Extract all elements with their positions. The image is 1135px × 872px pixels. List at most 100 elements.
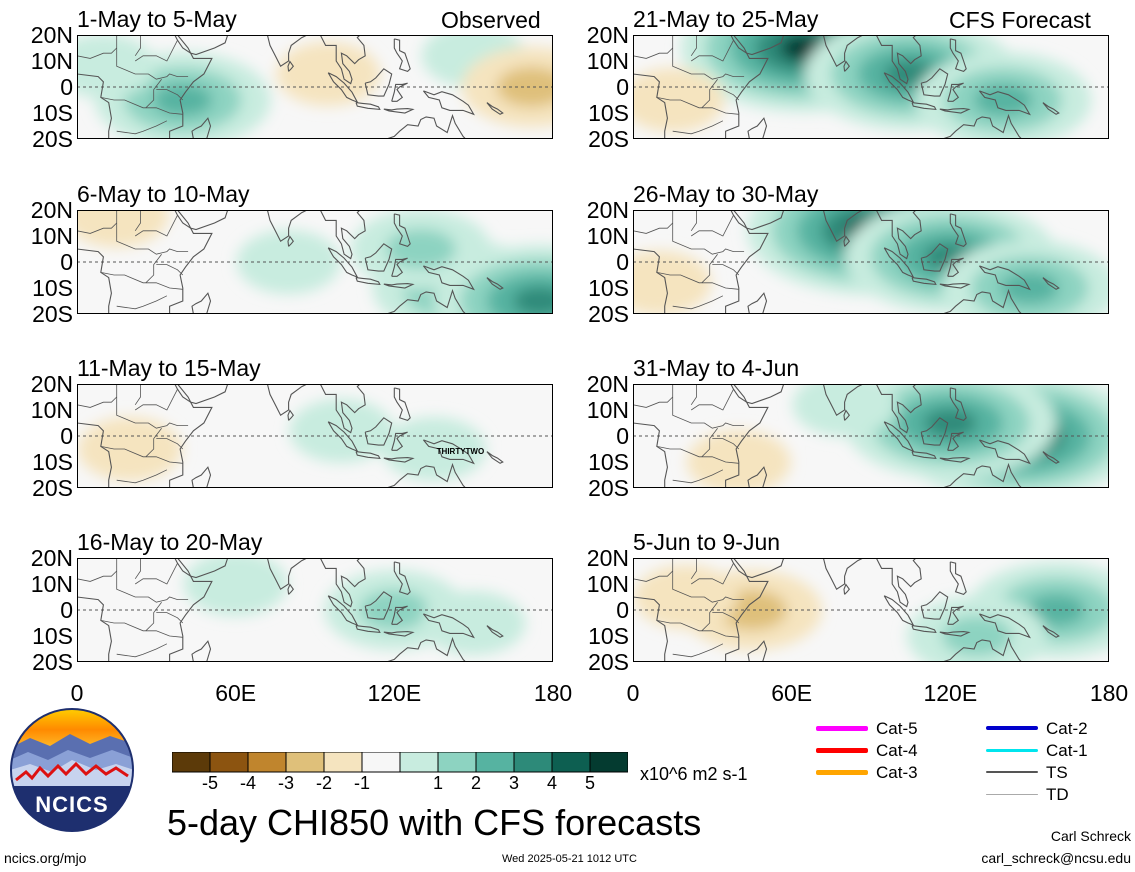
author-email[interactable]: carl_schreck@ncsu.edu bbox=[981, 850, 1131, 866]
coastline bbox=[633, 558, 769, 662]
coastline bbox=[251, 210, 308, 242]
panel-title: 11-May to 15-May bbox=[77, 355, 261, 381]
country-border bbox=[656, 97, 739, 115]
island-outline bbox=[883, 595, 915, 627]
island-outline bbox=[911, 102, 937, 111]
island-outline bbox=[978, 613, 1031, 639]
country-border bbox=[77, 47, 117, 59]
island-outline bbox=[391, 82, 408, 102]
coastline bbox=[733, 35, 785, 56]
island-outline bbox=[1042, 277, 1060, 290]
island-outline bbox=[355, 277, 381, 286]
panel-frame bbox=[77, 210, 553, 314]
legend-label: Cat-5 bbox=[876, 719, 918, 738]
anomaly-contour bbox=[941, 616, 1012, 656]
island-outline bbox=[355, 451, 381, 460]
lon-tick-label: 180 bbox=[1089, 680, 1129, 706]
country-border bbox=[77, 396, 117, 408]
island-outline bbox=[939, 631, 971, 637]
island-outline bbox=[383, 631, 415, 637]
colorbar-swatch bbox=[172, 752, 211, 773]
island-outline bbox=[486, 451, 504, 464]
island-outline bbox=[911, 451, 937, 460]
coastline bbox=[375, 288, 467, 314]
island-outline bbox=[1042, 625, 1060, 638]
country-border bbox=[701, 427, 718, 458]
colorbar-tick-label: 2 bbox=[470, 773, 481, 793]
country-border bbox=[100, 446, 183, 464]
colorbar-tick-label: 3 bbox=[508, 773, 519, 793]
coastline bbox=[633, 210, 769, 314]
author: Carl Schreck bbox=[1050, 828, 1131, 844]
island-outline bbox=[947, 431, 964, 451]
map-panel: THIRTYTWO bbox=[77, 384, 553, 488]
island-outline bbox=[978, 90, 1031, 116]
colorbar-tick-label: 1 bbox=[432, 773, 443, 793]
ncics-logo: NCICS bbox=[10, 708, 134, 832]
island-outline bbox=[191, 292, 212, 314]
island-outline bbox=[391, 605, 408, 625]
country-border bbox=[701, 601, 718, 632]
island-outline bbox=[287, 409, 294, 421]
lat-tick-label: 20N bbox=[30, 197, 73, 223]
coastline bbox=[733, 384, 785, 405]
coastline bbox=[319, 384, 366, 434]
panel-title: 6-May to 10-May bbox=[77, 181, 250, 207]
panel-frame bbox=[633, 384, 1109, 488]
country-border bbox=[100, 97, 183, 115]
coastline bbox=[931, 113, 1023, 139]
country-border bbox=[116, 469, 168, 484]
island-outline bbox=[920, 417, 949, 446]
lat-tick-label: 10N bbox=[586, 223, 629, 249]
country-border bbox=[77, 570, 117, 582]
panel-frame bbox=[77, 384, 553, 488]
anomaly-contour bbox=[289, 398, 394, 463]
coastline bbox=[733, 558, 785, 579]
coastline bbox=[319, 210, 366, 260]
island-outline bbox=[883, 72, 915, 104]
coastline bbox=[319, 35, 366, 85]
coastline bbox=[875, 558, 922, 608]
lat-tick-label: 20N bbox=[30, 371, 73, 397]
colorbar-swatch bbox=[551, 752, 591, 773]
map-panel bbox=[633, 384, 1109, 488]
coastline bbox=[931, 462, 1023, 488]
island-outline bbox=[883, 247, 915, 279]
country-border bbox=[712, 612, 740, 624]
island-outline bbox=[191, 466, 212, 488]
site-url[interactable]: ncics.org/mjo bbox=[4, 850, 87, 866]
colorbar-swatch bbox=[513, 752, 553, 773]
island-outline bbox=[327, 421, 359, 453]
country-border bbox=[116, 384, 189, 429]
coastline bbox=[807, 210, 864, 242]
island-outline bbox=[355, 102, 381, 111]
country-border bbox=[116, 120, 168, 135]
main-title: 5-day CHI850 with CFS forecasts bbox=[167, 802, 702, 843]
country-border bbox=[672, 210, 745, 255]
island-outline bbox=[747, 640, 768, 662]
island-outline bbox=[422, 265, 475, 291]
island-outline bbox=[747, 466, 768, 488]
country-border bbox=[77, 222, 117, 234]
anomaly-contour bbox=[382, 417, 486, 481]
panel-frame bbox=[633, 558, 1109, 662]
legend-label: Cat-4 bbox=[876, 741, 918, 760]
anomaly-contour bbox=[385, 229, 456, 269]
country-border bbox=[672, 643, 724, 658]
map-panel bbox=[77, 558, 553, 662]
colorbar-swatch bbox=[589, 752, 628, 773]
island-outline bbox=[393, 213, 411, 248]
country-border bbox=[156, 264, 184, 276]
country-border bbox=[690, 215, 734, 237]
island-outline bbox=[393, 387, 411, 422]
island-outline bbox=[327, 595, 359, 627]
lat-tick-label: 20S bbox=[32, 475, 73, 501]
lat-tick-label: 20S bbox=[588, 301, 629, 327]
anomaly-contour bbox=[77, 210, 169, 248]
lat-tick-label: 0 bbox=[60, 597, 73, 623]
country-border bbox=[134, 35, 141, 57]
country-border bbox=[672, 469, 724, 484]
lat-tick-label: 0 bbox=[616, 249, 629, 275]
island-outline bbox=[947, 605, 964, 625]
lat-tick-label: 20N bbox=[586, 545, 629, 571]
